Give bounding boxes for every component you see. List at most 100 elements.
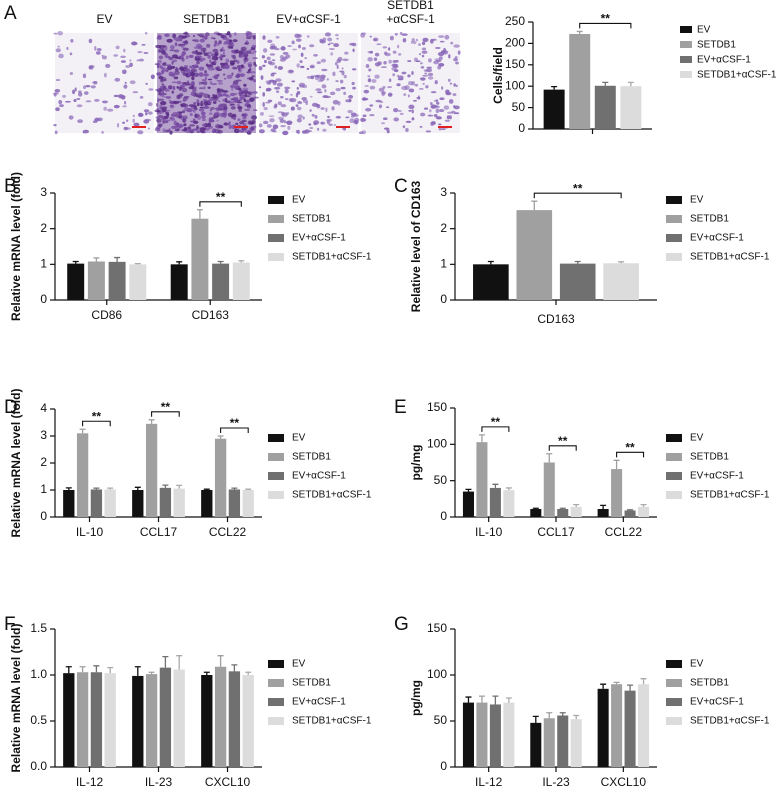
error-bar (162, 655, 169, 668)
x-tick-label: IL-10 (475, 525, 503, 539)
cell (162, 106, 168, 109)
significance-label: ** (558, 434, 568, 448)
cell (217, 65, 220, 68)
cell (392, 73, 396, 77)
y-tick-label: 1 (40, 257, 47, 271)
cell (137, 50, 143, 54)
bar (63, 673, 75, 767)
bar (132, 490, 144, 517)
cell (443, 105, 450, 110)
cell (173, 76, 179, 80)
cell (172, 59, 178, 63)
cell (194, 113, 197, 119)
cell (233, 128, 240, 134)
cell (55, 78, 61, 82)
cell (253, 61, 256, 66)
cell (388, 47, 391, 51)
cell (378, 87, 385, 92)
cell (162, 85, 167, 91)
cell (397, 110, 402, 112)
cell (228, 121, 231, 125)
cell (183, 40, 189, 45)
cell (337, 100, 341, 106)
cell (129, 80, 136, 85)
cell (193, 101, 197, 105)
cell (422, 82, 425, 85)
cell (343, 74, 347, 79)
cell (169, 130, 173, 135)
cell (300, 52, 304, 57)
cell (439, 40, 445, 43)
cell (411, 81, 416, 86)
legend-label: EV+αCSF-1 (690, 233, 744, 244)
significance-bracket (533, 192, 622, 199)
cell (162, 117, 165, 120)
cell (336, 37, 339, 40)
cell (123, 84, 128, 89)
y-axis-label: Relative mRNA level (fold) (9, 389, 23, 538)
cell (280, 96, 284, 99)
cell (367, 78, 372, 83)
cell (107, 108, 114, 112)
cell (381, 91, 386, 95)
cell (217, 82, 224, 85)
cell (430, 91, 437, 94)
bar (603, 263, 639, 300)
cell (302, 130, 308, 134)
cell (209, 59, 212, 63)
cell (118, 94, 124, 99)
cell (166, 38, 173, 43)
cell (143, 109, 150, 113)
cell (427, 76, 434, 80)
error-bar (627, 509, 634, 511)
cell (113, 94, 120, 98)
y-tick-label: 0 (40, 292, 47, 306)
cell (295, 104, 299, 107)
cell (431, 38, 437, 41)
error-bar (492, 695, 499, 705)
cell (194, 72, 199, 76)
cell (207, 51, 212, 55)
error-bar (613, 459, 620, 470)
cell (387, 86, 392, 89)
cell (243, 98, 247, 102)
cell (258, 86, 262, 89)
panel-letter: A (4, 3, 17, 24)
cell (302, 116, 305, 120)
cell (286, 120, 293, 126)
cell (220, 62, 224, 65)
y-tick-label: 200 (505, 36, 525, 50)
cell (213, 43, 217, 48)
legend-swatch (666, 698, 682, 706)
cell (280, 104, 287, 108)
cell (435, 46, 441, 49)
cell (173, 37, 179, 41)
cell (200, 100, 204, 106)
x-tick-label: IL-23 (145, 775, 173, 789)
significance-bracket (199, 201, 242, 207)
cell (364, 85, 369, 87)
legend-label: EV (690, 659, 704, 670)
cell (296, 90, 301, 95)
cell (226, 74, 233, 79)
y-tick-label: 50 (434, 473, 448, 487)
micrograph-label: SETDB1 (183, 12, 230, 26)
cell (352, 68, 357, 71)
legend-label: EV+αCSF-1 (292, 233, 346, 244)
cell (265, 101, 271, 104)
panel-letter: F (4, 614, 16, 635)
cell (225, 95, 231, 98)
legend-label: EV (292, 195, 306, 206)
cell (328, 123, 333, 126)
cell (230, 106, 236, 110)
y-tick-label: 150 (427, 400, 447, 414)
cell (121, 69, 127, 75)
cell (287, 45, 292, 48)
bar (503, 490, 515, 517)
cell (453, 57, 458, 62)
cell (200, 111, 206, 116)
cell (316, 103, 321, 109)
legend-label: SETDB1+αCSF-1 (690, 716, 770, 727)
cell (393, 117, 400, 122)
legend-swatch (680, 41, 692, 48)
